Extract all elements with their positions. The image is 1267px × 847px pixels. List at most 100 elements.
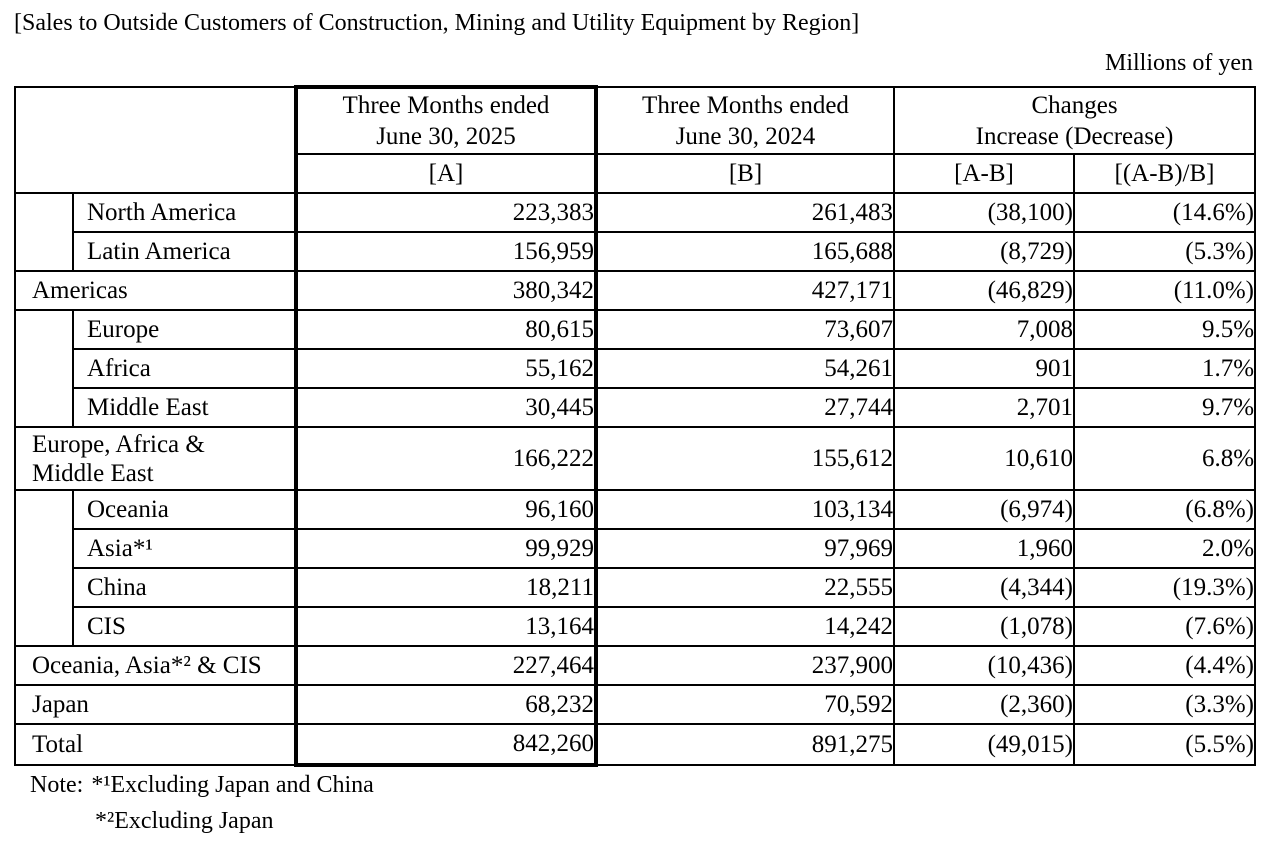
row-total: Total 842,260 891,275 (49,015) (5.5%) <box>14 723 1257 767</box>
value-a-cell: 166,222 <box>294 426 598 491</box>
value-a-cell: 13,164 <box>294 606 598 647</box>
indent-spacer-cell <box>14 489 74 647</box>
column-b-header: Three Months ended June 30, 2024 <box>595 86 895 155</box>
row-oceania: Oceania 96,160 103,134 (6,974) (6.8%) <box>14 489 1257 647</box>
value-b-cell: 155,612 <box>595 426 895 491</box>
value-diff-cell: (46,829) <box>893 270 1075 311</box>
value-diff-cell: (49,015) <box>893 723 1075 766</box>
header-line: June 30, 2025 <box>376 123 516 150</box>
value-pct-cell: 6.8% <box>1072 426 1257 491</box>
header-line: Three Months ended <box>642 91 849 119</box>
region-cell: Europe, Africa & Middle East <box>14 426 297 491</box>
value-a-cell: 156,959 <box>294 231 598 272</box>
value-b-cell: 97,969 <box>595 528 895 569</box>
value-pct-cell: 1.7% <box>1072 348 1257 389</box>
region-cell: Americas <box>14 270 297 311</box>
value-pct-cell: 2.0% <box>1072 528 1257 569</box>
note-text-1: *¹Excluding Japan and China <box>91 772 374 798</box>
value-diff-cell: 10,610 <box>893 426 1075 491</box>
indent-spacer-cell <box>14 309 74 428</box>
region-cell: China <box>72 567 297 608</box>
region-cell: Oceania <box>72 489 297 530</box>
value-diff-cell: (2,360) <box>893 684 1075 725</box>
value-a-cell: 99,929 <box>294 528 598 569</box>
value-diff-cell: (10,436) <box>893 645 1075 686</box>
value-pct-cell: (11.0%) <box>1072 270 1257 311</box>
value-b-cell: 14,242 <box>595 606 895 647</box>
header-row-keys: [A] [B] [A-B] [(A-B)/B] <box>15 153 1257 194</box>
column-b-key: [B] <box>595 153 895 194</box>
value-b-cell: 27,744 <box>595 387 895 428</box>
value-pct-cell: (14.6%) <box>1072 192 1257 233</box>
value-pct-cell: (5.5%) <box>1072 723 1257 766</box>
header-line: Changes <box>1031 91 1118 119</box>
value-pct-cell: (3.3%) <box>1072 684 1257 725</box>
value-b-cell: 427,171 <box>595 270 895 311</box>
value-a-cell: 30,445 <box>294 387 598 428</box>
header-line: June 30, 2024 <box>675 122 816 150</box>
row-north-america: North America 223,383 261,483 (38,100) (… <box>14 192 1257 272</box>
value-b-cell: 103,134 <box>595 489 895 530</box>
table-header: Three Months ended June 30, 2025 Three M… <box>14 85 1257 194</box>
note-label: Note: <box>30 772 84 798</box>
sales-by-region-table: Three Months ended June 30, 2025 Three M… <box>14 85 1257 767</box>
value-a-cell: 55,162 <box>294 348 598 389</box>
column-a-header: Three Months ended June 30, 2025 <box>294 85 598 155</box>
value-b-cell: 237,900 <box>595 645 895 686</box>
row-cis: CIS 13,164 14,242 (1,078) (7.6%) <box>15 606 1257 647</box>
value-diff-cell: 2,701 <box>893 387 1075 428</box>
row-africa: Africa 55,162 54,261 901 1.7% <box>15 348 1257 389</box>
region-cell: Europe <box>72 309 297 350</box>
region-cell: Africa <box>72 348 297 389</box>
row-middle-east: Middle East 30,445 27,744 2,701 9.7% <box>15 387 1257 428</box>
region-cell: Total <box>14 723 297 766</box>
region-cell: Asia*¹ <box>72 528 297 569</box>
region-cell: Japan <box>14 684 297 725</box>
value-diff-cell: 7,008 <box>893 309 1075 350</box>
value-a-cell: 96,160 <box>294 489 598 530</box>
note-line-2: *²Excluding Japan <box>95 808 274 834</box>
row-asia: Asia*¹ 99,929 97,969 1,960 2.0% <box>15 528 1257 569</box>
row-oceania-asia-cis: Oceania, Asia*² & CIS 227,464 237,900 (1… <box>14 645 1257 686</box>
column-diff-key: [A-B] <box>893 153 1075 194</box>
row-japan: Japan 68,232 70,592 (2,360) (3.3%) <box>14 684 1257 725</box>
value-pct-cell: 9.7% <box>1072 387 1257 428</box>
value-diff-cell: (6,974) <box>893 489 1075 530</box>
value-a-cell: 223,383 <box>294 192 598 233</box>
value-b-cell: 165,688 <box>595 231 895 272</box>
header-row-period: Three Months ended June 30, 2025 Three M… <box>14 85 1257 194</box>
header-line: Increase (Decrease) <box>975 122 1174 150</box>
region-cell: Latin America <box>72 231 297 272</box>
header-line: Three Months ended <box>342 92 550 119</box>
value-diff-cell: (4,344) <box>893 567 1075 608</box>
value-b-cell: 70,592 <box>595 684 895 725</box>
value-a-cell: 18,211 <box>294 567 598 608</box>
value-diff-cell: (38,100) <box>893 192 1075 233</box>
note-line-1: Note: *¹Excluding Japan and China <box>30 770 374 800</box>
unit-label: Millions of yen <box>1105 50 1253 76</box>
column-a-key: [A] <box>294 153 598 194</box>
region-cell: Oceania, Asia*² & CIS <box>14 645 297 686</box>
page-title: [Sales to Outside Customers of Construct… <box>14 10 860 36</box>
row-china: China 18,211 22,555 (4,344) (19.3%) <box>15 567 1257 608</box>
value-b-cell: 54,261 <box>595 348 895 389</box>
value-a-cell: 380,342 <box>294 270 598 311</box>
value-pct-cell: (4.4%) <box>1072 645 1257 686</box>
value-b-cell: 73,607 <box>595 309 895 350</box>
value-diff-cell: 901 <box>893 348 1075 389</box>
value-pct-cell: (7.6%) <box>1072 606 1257 647</box>
value-a-cell: 68,232 <box>294 684 598 725</box>
row-latin-america: Latin America 156,959 165,688 (8,729) (5… <box>15 231 1257 272</box>
table-body: North America 223,383 261,483 (38,100) (… <box>14 192 1257 767</box>
value-diff-cell: 1,960 <box>893 528 1075 569</box>
value-a-cell: 842,260 <box>294 723 598 767</box>
value-a-cell: 80,615 <box>294 309 598 350</box>
changes-header: Changes Increase (Decrease) <box>892 86 1257 155</box>
value-pct-cell: (19.3%) <box>1072 567 1257 608</box>
region-cell: CIS <box>72 606 297 647</box>
row-europe-africa-middle-east: Europe, Africa & Middle East 166,222 155… <box>14 426 1257 491</box>
value-pct-cell: (6.8%) <box>1072 489 1257 530</box>
value-b-cell: 22,555 <box>595 567 895 608</box>
value-diff-cell: (8,729) <box>893 231 1075 272</box>
